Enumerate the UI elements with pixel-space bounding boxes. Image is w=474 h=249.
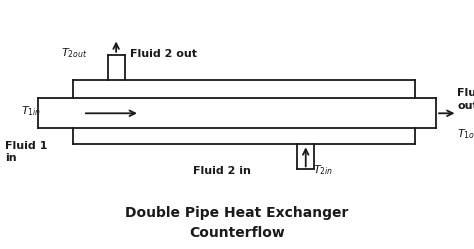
Text: $T_{1out}$: $T_{1out}$ <box>457 127 474 141</box>
Text: $T_{2out}$: $T_{2out}$ <box>61 47 88 61</box>
Text: out: out <box>457 101 474 111</box>
Text: $T_{1in}$: $T_{1in}$ <box>21 104 41 118</box>
Text: Double Pipe Heat Exchanger: Double Pipe Heat Exchanger <box>125 206 349 220</box>
Text: Fluid 1: Fluid 1 <box>457 88 474 98</box>
Text: Counterflow: Counterflow <box>189 226 285 240</box>
Text: Fluid 1: Fluid 1 <box>5 141 47 151</box>
Text: in: in <box>5 153 17 163</box>
Text: Fluid 2 out: Fluid 2 out <box>130 49 197 59</box>
Text: $T_{2in}$: $T_{2in}$ <box>313 164 333 178</box>
Text: Fluid 2 in: Fluid 2 in <box>193 166 251 176</box>
